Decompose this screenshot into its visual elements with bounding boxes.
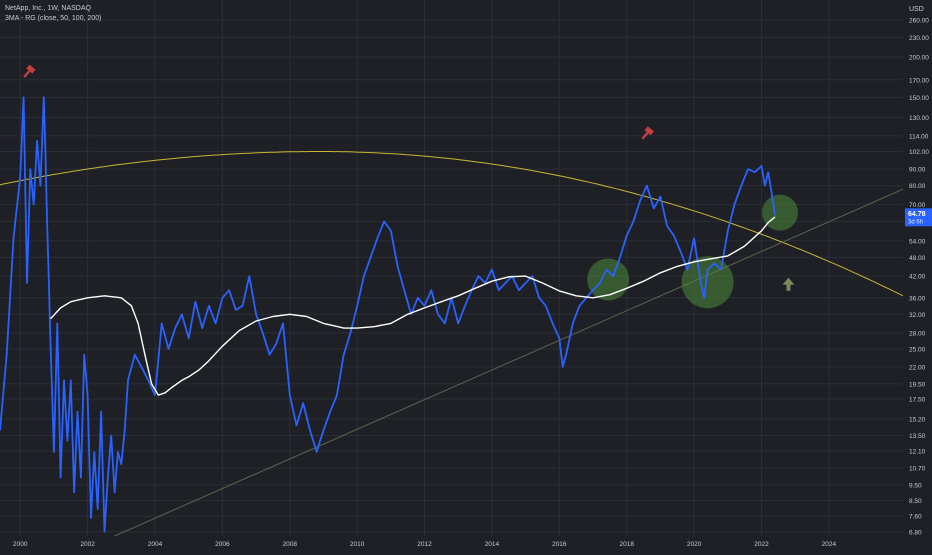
markers[interactable] (21, 64, 795, 291)
price-tick-label: 28.00 (909, 331, 926, 338)
last-price-countdown: 3d 6h (908, 219, 923, 225)
price-tick-label: 25.00 (909, 346, 926, 353)
trendline[interactable] (114, 188, 904, 537)
price-tick-label: 200.00 (909, 54, 929, 61)
price-tick-label: 230.00 (909, 35, 929, 42)
parabolic-curve[interactable] (0, 151, 904, 297)
price-tick-label: 42.00 (909, 274, 926, 281)
time-axis-panel (0, 537, 903, 550)
currency-label: USD (909, 6, 924, 13)
sell-marker-icon[interactable] (639, 126, 654, 141)
price-series-line[interactable] (0, 96, 776, 533)
buy-marker-arrow (782, 277, 795, 291)
time-tick-label: 2000 (13, 541, 28, 548)
price-tick-label: 9.50 (909, 482, 922, 489)
time-axis[interactable]: 2000 2002 2004 2006 2008 2010 2012 2014 2016 2018… (0, 537, 903, 550)
sell-marker-handle (641, 131, 649, 140)
sell-marker-head (644, 126, 654, 136)
price-tick-label: 48.00 (909, 255, 926, 262)
series-layer[interactable] (0, 96, 776, 533)
grid (0, 0, 903, 536)
time-tick-label: 2024 (822, 541, 837, 548)
sell-marker-icon[interactable] (21, 64, 36, 80)
price-tick-label: 6.80 (909, 529, 922, 536)
price-axis[interactable]: 6.80 7.60 8.50 9.50 10.70 12.10 13.50 15.20 17.5… (903, 0, 932, 550)
last-price-tag: 64.78 3d 6h (905, 208, 932, 227)
price-tick-label: 13.50 (909, 433, 926, 440)
price-axis-panel (903, 0, 932, 550)
price-tick-label: 130.00 (909, 115, 929, 122)
moving-average-line[interactable] (49, 216, 776, 396)
price-tick-label: 80.00 (909, 183, 926, 190)
price-tick-label: 10.70 (909, 466, 926, 473)
time-tick-label: 2006 (215, 541, 230, 548)
price-tick-label: 36.00 (909, 295, 926, 302)
time-tick-label: 2016 (552, 541, 567, 548)
time-tick-label: 2014 (485, 541, 500, 548)
time-tick-label: 2010 (350, 541, 365, 548)
price-tick-label: 32.00 (909, 312, 926, 319)
price-tick-label: 7.60 (909, 514, 922, 521)
price-tick-label: 19.50 (909, 381, 926, 388)
sell-marker-head (26, 64, 36, 74)
time-tick-label: 2004 (148, 541, 163, 548)
time-tick-label: 2022 (754, 541, 769, 548)
price-tick-label: 22.00 (909, 364, 926, 371)
time-tick-label: 2002 (80, 541, 95, 548)
indicator-info: 3MA - RG (close, 50, 100, 200) (5, 15, 102, 22)
time-tick-label: 2012 (417, 541, 432, 548)
price-tick-label: 54.00 (909, 238, 926, 245)
price-tick-label: 15.20 (909, 416, 926, 423)
symbol-info: NetApp, Inc., 1W, NASDAQ (5, 5, 91, 12)
price-tick-label: 170.00 (909, 77, 929, 84)
price-tick-label: 150.00 (909, 95, 929, 102)
price-tick-label: 114.00 (909, 133, 929, 140)
highlight-circle[interactable] (762, 194, 799, 231)
last-price-value: 64.78 (908, 211, 926, 218)
price-tick-label: 90.00 (909, 167, 926, 174)
price-tick-label: 102.00 (909, 149, 929, 156)
time-tick-label: 2008 (283, 541, 298, 548)
sell-marker-handle (23, 70, 31, 78)
time-tick-label: 2020 (687, 541, 702, 548)
price-tick-label: 70.00 (909, 202, 926, 209)
highlight-circle[interactable] (587, 258, 630, 301)
buy-marker-icon[interactable] (782, 277, 795, 291)
time-tick-label: 2018 (619, 541, 634, 548)
price-tick-label: 17.50 (909, 397, 926, 404)
price-tick-label: 260.00 (909, 18, 929, 25)
price-tick-label: 12.10 (909, 448, 926, 455)
price-tick-label: 8.50 (909, 498, 922, 505)
